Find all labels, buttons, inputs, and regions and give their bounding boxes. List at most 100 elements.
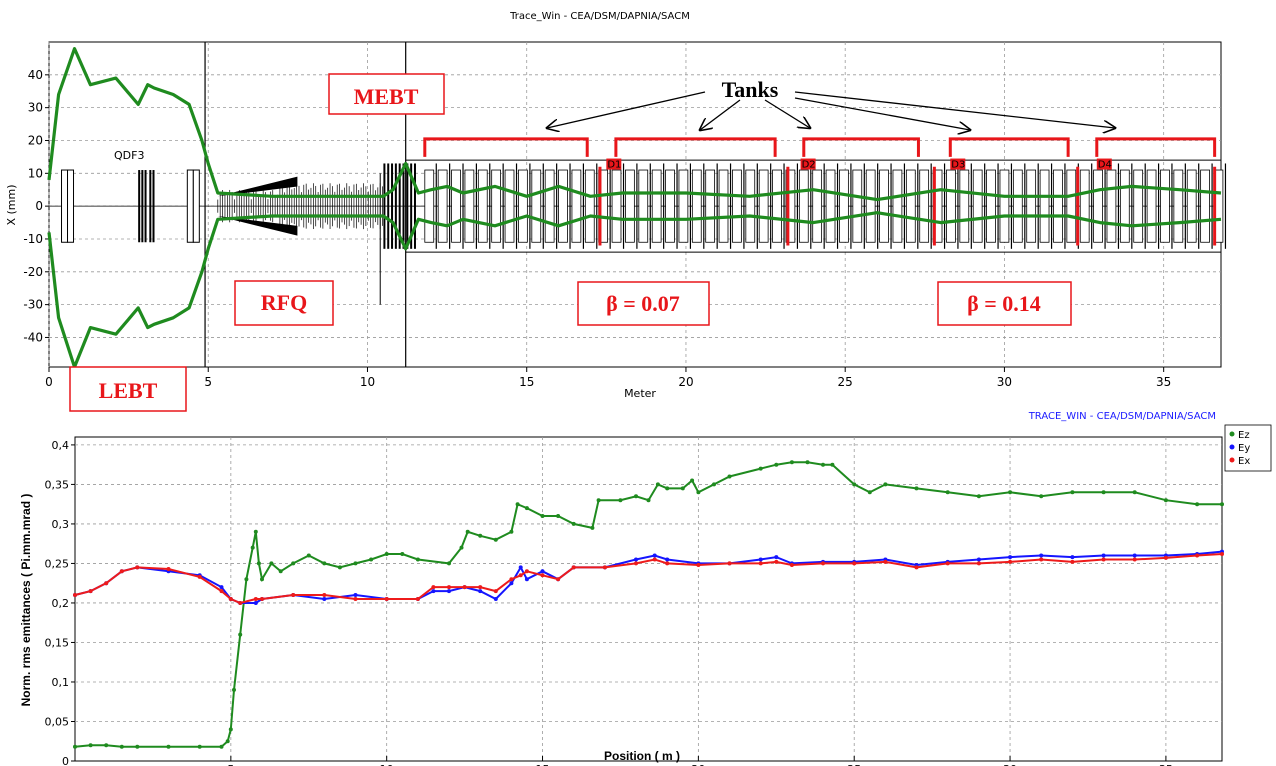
drift-tube xyxy=(1066,169,1077,243)
data-point-ez xyxy=(696,490,701,495)
data-point-ez xyxy=(197,744,202,749)
tank-marker-box xyxy=(1096,158,1112,170)
bottom-y-axis-label: Norm. rms emittances ( Pi.mm.mrad ) xyxy=(19,494,33,707)
data-point-ez xyxy=(260,577,264,582)
drift-tube xyxy=(1146,169,1157,243)
legend-marker-ez xyxy=(1229,431,1235,437)
data-point-ex xyxy=(602,565,607,570)
drift-tube xyxy=(772,169,782,243)
tank-bracket xyxy=(1095,137,1217,157)
drift-tube xyxy=(531,169,542,243)
data-point-ez xyxy=(618,498,623,503)
data-point-ex xyxy=(197,574,202,579)
data-point-ex xyxy=(431,585,436,590)
tank-arrow xyxy=(794,91,1115,128)
data-point-ex xyxy=(540,573,545,578)
data-point-ex xyxy=(509,577,514,582)
linac-structure: D1 D2 D3 D4 xyxy=(49,42,1227,367)
mebt-cavity xyxy=(398,163,401,249)
solenoid-box xyxy=(67,169,75,243)
legend-label-ex: Ex xyxy=(1238,456,1250,467)
data-point-ez xyxy=(135,744,140,749)
data-point-ex xyxy=(493,589,498,594)
drift-tube xyxy=(451,169,461,243)
data-point-ez xyxy=(867,490,872,495)
data-point-ez xyxy=(225,739,230,744)
data-point-ez xyxy=(228,727,233,732)
tank-arrow xyxy=(700,99,741,130)
drift-tube xyxy=(745,169,756,243)
data-point-ez xyxy=(727,474,732,479)
tank-bracket xyxy=(948,137,1070,157)
lebt-label: LEBT xyxy=(99,378,158,403)
top-x-tick-label: 20 xyxy=(678,375,693,389)
drift-tube xyxy=(1053,169,1063,243)
data-point-ez xyxy=(447,561,451,566)
data-point-ey xyxy=(1039,553,1044,558)
quadrupole xyxy=(152,170,155,243)
mebt-cavity xyxy=(387,163,390,249)
data-point-ey xyxy=(1008,555,1013,560)
drift-tube xyxy=(785,169,796,243)
top-y-tick-label: 40 xyxy=(28,68,43,82)
solenoid-box xyxy=(192,169,200,243)
drift-tube xyxy=(919,169,930,243)
data-point-ez xyxy=(830,462,835,467)
data-point-ez xyxy=(646,498,651,503)
data-point-ex xyxy=(556,577,561,582)
drift-tube xyxy=(879,169,889,243)
drift-tube xyxy=(571,169,582,243)
bottom-y-tick-label: 0,35 xyxy=(45,478,70,491)
data-point-ez xyxy=(104,743,109,748)
data-point-ex xyxy=(524,569,529,574)
bottom-plot-area xyxy=(74,436,1223,762)
data-point-ez xyxy=(478,533,483,538)
legend-marker-ey xyxy=(1229,444,1235,450)
data-point-ez xyxy=(571,521,576,526)
data-point-ey xyxy=(1132,553,1137,558)
quadrupole xyxy=(144,170,147,243)
drift-tube xyxy=(504,169,515,243)
top-y-ticks: 40 30 20 10 0 -10 -20 -30 -40 xyxy=(23,68,49,344)
rfq-box xyxy=(234,280,334,326)
legend-label-ez: Ez xyxy=(1238,430,1250,441)
data-point-ey xyxy=(1070,555,1075,560)
drift-tube xyxy=(477,169,488,243)
data-point-ez xyxy=(369,557,374,562)
mebt-cavity xyxy=(383,163,386,249)
tank-marker-box xyxy=(950,158,966,170)
data-point-ey xyxy=(524,577,529,582)
mebt-cavity xyxy=(413,163,416,249)
bottom-watermark: TRACE_WIN - CEA/DSM/DAPNIA/SACM xyxy=(1028,411,1216,422)
series-ex xyxy=(73,552,1224,605)
data-point-ez xyxy=(256,561,261,566)
data-point-ex xyxy=(696,563,701,567)
data-point-ez xyxy=(250,545,255,550)
top-y-tick-label: 30 xyxy=(28,101,43,115)
data-point-ez xyxy=(805,460,810,465)
data-point-ez xyxy=(680,486,685,491)
mebt-cavity xyxy=(402,163,405,249)
top-y-tick-label: -20 xyxy=(23,265,43,279)
top-y-tick-label: -40 xyxy=(23,330,43,344)
mebt-label: MEBT xyxy=(354,84,419,109)
drift-tube xyxy=(959,169,970,243)
drift-tube xyxy=(518,169,528,243)
data-point-ex xyxy=(253,597,258,601)
bottom-y-tick-label: 0,2 xyxy=(52,597,70,610)
data-point-ex xyxy=(291,593,296,597)
bottom-y-tick-label: 0,1 xyxy=(52,676,70,689)
data-point-ez xyxy=(73,744,77,749)
tank-arrow xyxy=(794,97,970,130)
drift-tube xyxy=(1133,169,1144,243)
data-point-ex xyxy=(322,593,327,597)
drift-tube xyxy=(625,169,635,243)
data-point-ex xyxy=(883,559,888,564)
drift-tube xyxy=(1079,169,1090,243)
data-point-ex xyxy=(518,573,523,578)
drift-tube xyxy=(665,169,675,243)
data-point-ey xyxy=(493,597,498,601)
top-y-tick-label: -30 xyxy=(23,298,43,312)
data-point-ez xyxy=(465,529,470,534)
data-point-ey xyxy=(665,557,670,562)
